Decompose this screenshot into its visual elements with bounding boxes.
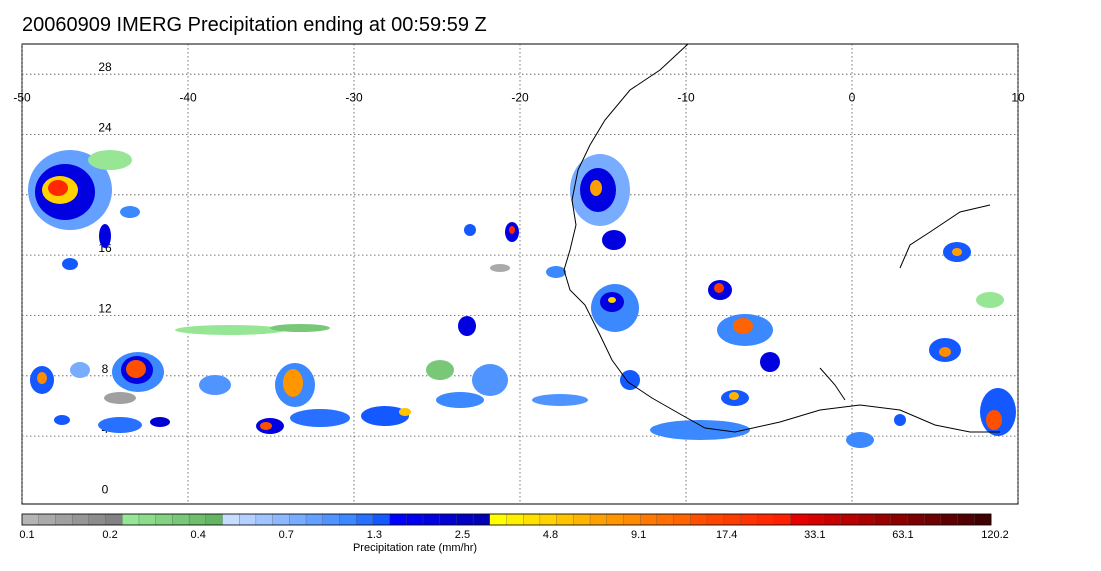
colorbar-swatch — [88, 513, 106, 526]
colorbar-swatch — [790, 513, 808, 526]
precip-cell — [717, 314, 773, 346]
colorbar-swatch — [456, 513, 474, 526]
colorbar-swatch — [673, 513, 691, 526]
colorbar-tick-label: 0.7 — [278, 529, 294, 541]
colorbar-swatch — [372, 513, 391, 526]
colorbar-swatch — [656, 513, 675, 526]
colorbar-tick-label: 33.1 — [804, 529, 826, 541]
colorbar-swatch — [723, 513, 741, 526]
colorbar-swatch — [940, 513, 959, 526]
precip-cell — [28, 150, 112, 230]
colorbar-swatch — [640, 513, 658, 526]
colorbar-swatch — [623, 513, 641, 526]
lat-label: 28 — [98, 60, 112, 74]
colorbar-swatch — [439, 513, 457, 526]
lon-label: -50 — [13, 90, 31, 104]
colorbar-swatch — [924, 513, 942, 526]
colorbar-swatch — [272, 513, 290, 526]
colorbar-tick-label: 0.1 — [19, 529, 35, 541]
colorbar-swatch — [690, 513, 708, 526]
colorbar-swatch — [289, 513, 307, 526]
lon-label: -40 — [179, 90, 197, 104]
colorbar-swatch — [305, 513, 324, 526]
precip-cell — [570, 154, 630, 226]
colorbar-swatch — [873, 513, 892, 526]
colorbar-swatch — [21, 513, 40, 526]
colorbar-tick-label: 0.2 — [102, 529, 118, 541]
colorbar-swatch — [472, 513, 491, 526]
colorbar-tick-label: 0.4 — [190, 529, 206, 541]
colorbar-swatch — [172, 513, 190, 526]
coastline — [563, 44, 1000, 433]
lat-label: 0 — [102, 482, 109, 496]
precip-cell — [112, 352, 164, 392]
lon-label: 10 — [1011, 90, 1025, 104]
colorbar-tick-label: 17.4 — [716, 529, 738, 541]
precip-cell — [275, 363, 315, 407]
colorbar-swatch — [122, 513, 140, 526]
colorbar-swatch — [890, 513, 908, 526]
colorbar-swatch — [105, 513, 123, 526]
colorbar-swatch — [974, 513, 992, 526]
colorbar-swatch — [706, 513, 725, 526]
precip-cells — [28, 44, 1016, 448]
colorbar-swatch — [523, 513, 541, 526]
colorbar-swatch — [406, 513, 424, 526]
colorbar-swatch — [773, 513, 791, 526]
precip-cell — [591, 284, 639, 332]
colorbar-swatch — [255, 513, 274, 526]
colorbar-swatch — [239, 513, 257, 526]
colorbar-swatch — [957, 513, 975, 526]
colorbar-swatch — [857, 513, 875, 526]
colorbar-title: Precipitation rate (mm/hr) — [352, 542, 478, 554]
colorbar-swatch — [539, 513, 558, 526]
colorbar-swatch — [155, 513, 173, 526]
colorbar-swatch — [840, 513, 858, 526]
colorbar-swatch — [907, 513, 925, 526]
colorbar-swatch — [422, 513, 441, 526]
colorbar-tick-label: 9.1 — [630, 529, 647, 541]
colorbar-swatch — [71, 513, 90, 526]
colorbar-swatch — [589, 513, 608, 526]
colorbar-swatch — [506, 513, 524, 526]
colorbar-swatch — [138, 513, 157, 526]
colorbar-swatch — [573, 513, 591, 526]
map-title: 20060909 IMERG Precipitation ending at 0… — [22, 14, 487, 36]
colorbar-swatch — [756, 513, 775, 526]
lat-label: 12 — [98, 301, 112, 315]
colorbar-swatch — [740, 513, 758, 526]
colorbar-tick-label: 2.5 — [454, 529, 471, 541]
colorbar-swatch — [489, 513, 507, 526]
colorbar-swatch — [205, 513, 223, 526]
lat-label: 8 — [102, 362, 109, 376]
colorbar-swatch — [188, 513, 207, 526]
colorbar-swatch — [807, 513, 825, 526]
colorbar-swatch — [355, 513, 374, 526]
colorbar-swatch — [322, 513, 340, 526]
lat-label: 24 — [98, 120, 112, 134]
colorbar-swatch — [222, 513, 240, 526]
lon-label: -20 — [511, 90, 529, 104]
coastline — [819, 204, 991, 401]
lon-label: 0 — [849, 90, 856, 104]
colorbar-swatch — [55, 513, 73, 526]
lon-label: -30 — [345, 90, 363, 104]
colorbar-swatch — [389, 513, 407, 526]
colorbar-swatch — [339, 513, 357, 526]
lon-label: -10 — [677, 90, 695, 104]
colorbar-tick-label: 4.8 — [542, 529, 559, 541]
colorbar-tick-label: 63.1 — [892, 529, 914, 541]
colorbar-swatch — [606, 513, 624, 526]
colorbar-swatch — [823, 513, 842, 526]
colorbar-tick-label: 1.3 — [366, 529, 383, 541]
colorbar-tick-label: 120.2 — [981, 529, 1009, 541]
colorbar-swatch — [556, 513, 574, 526]
colorbar-swatch — [38, 513, 56, 526]
